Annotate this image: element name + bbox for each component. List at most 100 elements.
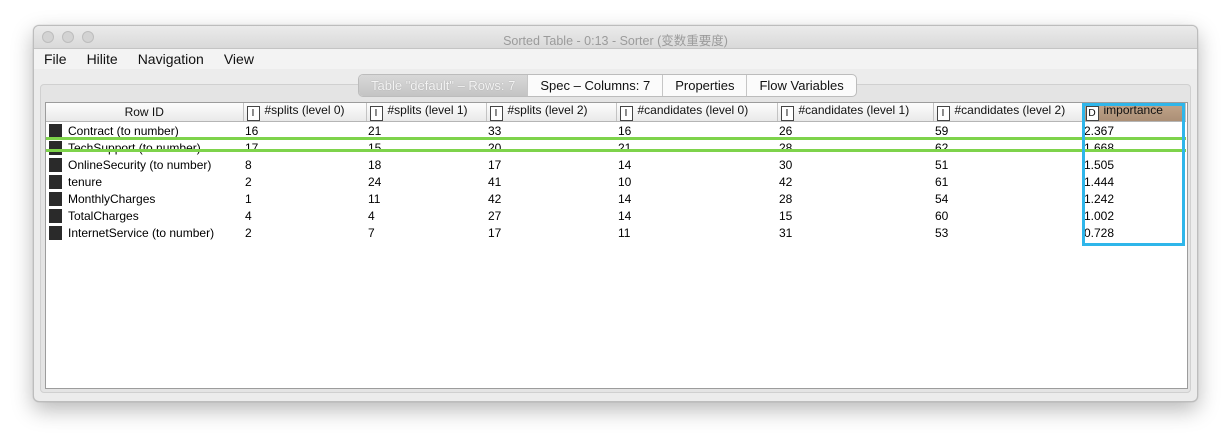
- column-header-label: #splits (level 0): [264, 103, 345, 117]
- importance-cell[interactable]: 2.367: [1084, 123, 1115, 138]
- row-id-cell[interactable]: TotalCharges: [46, 207, 243, 224]
- menu-hilite[interactable]: Hilite: [86, 51, 118, 67]
- candidates-level-2-cell[interactable]: 54: [935, 191, 949, 206]
- integer-type-icon: I: [369, 106, 383, 121]
- column-header-candidates-level-0[interactable]: I #candidates (level 0): [616, 103, 778, 122]
- table-row[interactable]: Contract (to number) 16 21 33 16 26 59 2.367: [46, 122, 1185, 140]
- table-row[interactable]: InternetService (to number) 2 7 17 11 31 53 0.7…: [46, 224, 1185, 241]
- candidates-level-2-cell[interactable]: 60: [935, 208, 949, 223]
- menu-file[interactable]: File: [44, 51, 67, 67]
- column-header-candidates-level-2[interactable]: I #candidates (level 2): [933, 103, 1083, 122]
- candidates-level-0-cell[interactable]: 14: [618, 191, 632, 206]
- integer-type-icon: I: [780, 106, 794, 121]
- candidates-level-0-cell[interactable]: 10: [618, 174, 632, 189]
- row-id-cell[interactable]: Contract (to number): [46, 122, 243, 140]
- splits-level-0-cell[interactable]: 2: [245, 174, 252, 189]
- importance-cell[interactable]: 1.242: [1084, 191, 1115, 206]
- splits-level-0-cell[interactable]: 17: [245, 140, 259, 155]
- menu-navigation[interactable]: Navigation: [137, 51, 204, 67]
- candidates-level-2-cell[interactable]: 53: [935, 225, 949, 240]
- column-header-label: #candidates (level 2): [954, 103, 1066, 117]
- splits-level-1-cell[interactable]: 21: [368, 123, 382, 138]
- candidates-level-0-cell[interactable]: 21: [618, 140, 632, 155]
- splits-level-1-cell[interactable]: 4: [368, 208, 375, 223]
- candidates-level-1-cell[interactable]: 42: [779, 174, 793, 189]
- candidates-level-1-cell[interactable]: 26: [779, 123, 793, 138]
- row-color-swatch-icon: [49, 208, 62, 223]
- importance-cell[interactable]: 1.505: [1084, 157, 1115, 172]
- importance-cell[interactable]: 0.728: [1084, 225, 1115, 240]
- splits-level-2-cell[interactable]: 17: [488, 225, 502, 240]
- column-header-splits-level-1[interactable]: I #splits (level 1): [366, 103, 487, 122]
- splits-level-2-cell[interactable]: 27: [488, 208, 502, 223]
- splits-level-1-cell[interactable]: 24: [368, 174, 382, 189]
- splits-level-2-cell[interactable]: 33: [488, 123, 502, 138]
- splits-level-0-cell[interactable]: 1: [245, 191, 252, 206]
- column-header-label: importance: [1103, 103, 1163, 117]
- candidates-level-0-cell[interactable]: 16: [618, 123, 632, 138]
- tab-flow-variables[interactable]: Flow Variables: [746, 75, 855, 96]
- column-header-row-id[interactable]: Row ID: [46, 103, 244, 122]
- importance-cell[interactable]: 1.002: [1084, 208, 1115, 223]
- splits-level-1-cell[interactable]: 11: [368, 191, 381, 206]
- candidates-level-2-cell[interactable]: 59: [935, 123, 949, 138]
- splits-level-0-cell[interactable]: 8: [245, 157, 252, 172]
- candidates-level-1-cell[interactable]: 31: [779, 225, 793, 240]
- integer-type-icon: I: [936, 106, 950, 121]
- splits-level-0-cell[interactable]: 2: [245, 225, 252, 240]
- window-title: Sorted Table - 0:13 - Sorter (变数重要度): [503, 34, 728, 48]
- splits-level-2-cell[interactable]: 17: [488, 157, 502, 172]
- candidates-level-0-cell[interactable]: 11: [618, 225, 631, 240]
- table-row[interactable]: MonthlyCharges 1 11 42 14 28 54 1.242: [46, 190, 1185, 207]
- candidates-level-2-cell[interactable]: 61: [935, 174, 949, 189]
- row-id-label: OnlineSecurity (to number): [68, 157, 212, 172]
- importance-cell[interactable]: 1.444: [1084, 174, 1115, 189]
- row-id-cell[interactable]: TechSupport (to number): [46, 139, 243, 156]
- column-header-splits-level-2[interactable]: I #splits (level 2): [486, 103, 617, 122]
- column-header-candidates-level-1[interactable]: I #candidates (level 1): [777, 103, 934, 122]
- table-row[interactable]: tenure 2 24 41 10 42 61 1.444: [46, 173, 1185, 190]
- data-table: Row ID I #splits (level 0) I #splits (leve…: [46, 103, 1186, 241]
- candidates-level-2-cell[interactable]: 62: [935, 140, 949, 155]
- row-color-swatch-icon: [49, 157, 62, 172]
- title-bar[interactable]: Sorted Table - 0:13 - Sorter (变数重要度): [34, 26, 1197, 49]
- candidates-level-0-cell[interactable]: 14: [618, 157, 632, 172]
- row-id-cell[interactable]: MonthlyCharges: [46, 190, 243, 207]
- row-id-cell[interactable]: OnlineSecurity (to number): [46, 156, 243, 173]
- row-color-swatch-icon: [49, 191, 62, 206]
- candidates-level-1-cell[interactable]: 15: [779, 208, 793, 223]
- splits-level-1-cell[interactable]: 15: [368, 140, 382, 155]
- tab-table[interactable]: Table "default" – Rows: 7: [359, 75, 528, 96]
- tab-spec[interactable]: Spec – Columns: 7: [527, 75, 662, 96]
- splits-level-2-cell[interactable]: 41: [488, 174, 502, 189]
- table-row[interactable]: TotalCharges 4 4 27 14 15 60 1.002: [46, 207, 1185, 224]
- column-header-splits-level-0[interactable]: I #splits (level 0): [243, 103, 367, 122]
- column-header-label: #splits (level 2): [507, 103, 588, 117]
- splits-level-0-cell[interactable]: 4: [245, 208, 252, 223]
- minimize-window-button[interactable]: [62, 31, 74, 43]
- splits-level-1-cell[interactable]: 7: [368, 225, 375, 240]
- table-row[interactable]: TechSupport (to number) 17 15 20 21 28 62 1.668: [46, 139, 1185, 156]
- candidates-level-1-cell[interactable]: 30: [779, 157, 793, 172]
- data-table-container[interactable]: Row ID I #splits (level 0) I #splits (leve…: [45, 102, 1188, 389]
- row-id-cell[interactable]: tenure: [46, 173, 243, 190]
- tab-properties[interactable]: Properties: [662, 75, 746, 96]
- candidates-level-1-cell[interactable]: 28: [779, 140, 793, 155]
- row-id-label: tenure: [68, 174, 103, 189]
- close-window-button[interactable]: [42, 31, 54, 43]
- column-header-label: #candidates (level 0): [637, 103, 749, 117]
- table-row[interactable]: OnlineSecurity (to number) 8 18 17 14 30 51 1.5…: [46, 156, 1185, 173]
- splits-level-2-cell[interactable]: 20: [488, 140, 502, 155]
- candidates-level-2-cell[interactable]: 51: [935, 157, 949, 172]
- candidates-level-0-cell[interactable]: 14: [618, 208, 632, 223]
- importance-cell[interactable]: 1.668: [1084, 140, 1115, 155]
- splits-level-2-cell[interactable]: 42: [488, 191, 502, 206]
- menu-view[interactable]: View: [223, 51, 254, 67]
- view-tabs: Table "default" – Rows: 7 Spec – Columns…: [358, 74, 857, 97]
- splits-level-0-cell[interactable]: 16: [245, 123, 259, 138]
- candidates-level-1-cell[interactable]: 28: [779, 191, 793, 206]
- splits-level-1-cell[interactable]: 18: [368, 157, 382, 172]
- zoom-window-button[interactable]: [82, 31, 94, 43]
- row-id-cell[interactable]: InternetService (to number): [46, 224, 243, 241]
